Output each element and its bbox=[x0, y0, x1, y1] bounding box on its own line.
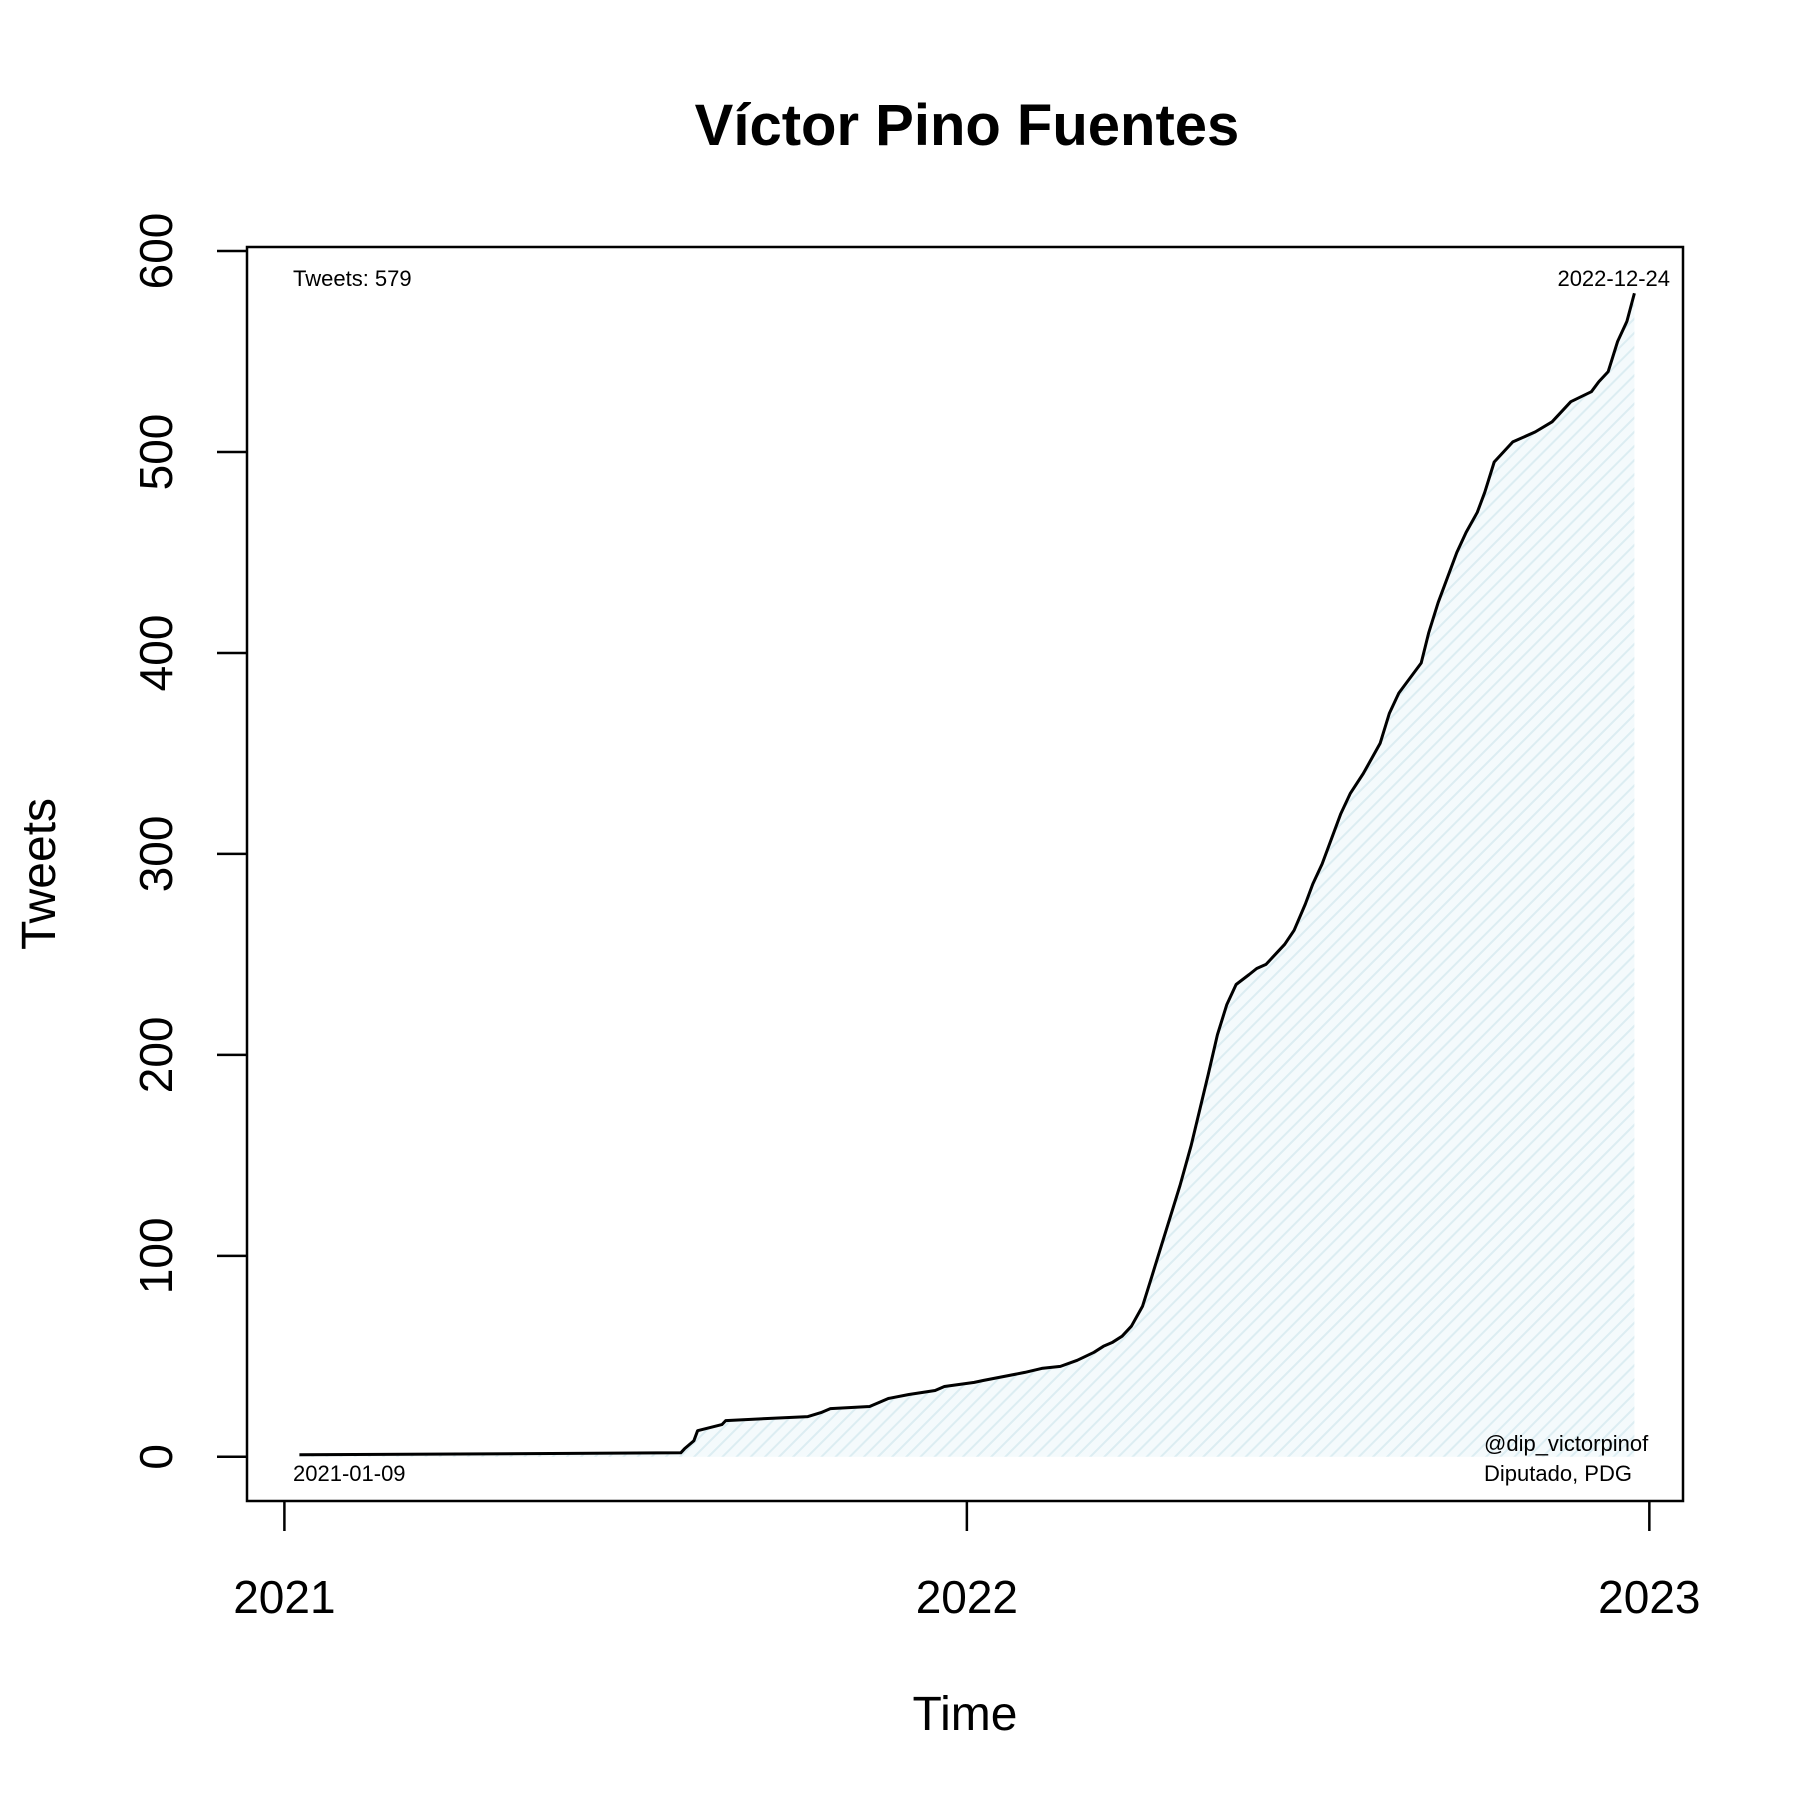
y-axis: 0 100 200 300 400 500 600 bbox=[130, 213, 247, 1470]
y-tick-label: 400 bbox=[130, 615, 182, 692]
plot-frame bbox=[245, 245, 1685, 1503]
series-line bbox=[299, 292, 1636, 1457]
y-tick-label: 200 bbox=[130, 1016, 182, 1093]
end-date-label: 2022-12-24 bbox=[1557, 266, 1670, 291]
y-tick-label: 100 bbox=[130, 1217, 182, 1294]
x-axis-title: Time bbox=[913, 1688, 1018, 1741]
y-tick-label: 0 bbox=[130, 1444, 182, 1470]
y-axis-title: Tweets bbox=[13, 798, 66, 950]
role-label: Diputado, PDG bbox=[1484, 1461, 1632, 1486]
y-tick-label: 500 bbox=[130, 414, 182, 491]
y-tick-label: 300 bbox=[130, 816, 182, 893]
tweet-count-label: Tweets: 579 bbox=[293, 266, 412, 291]
plot-area bbox=[299, 292, 1636, 1457]
x-tick-label: 2023 bbox=[1598, 1571, 1700, 1623]
y-tick-label: 600 bbox=[130, 213, 182, 290]
handle-label: @dip_victorpinof bbox=[1484, 1431, 1649, 1456]
x-axis: 2021 2022 2023 bbox=[233, 1501, 1701, 1623]
x-tick-label: 2022 bbox=[916, 1571, 1018, 1623]
series-area-fill bbox=[299, 293, 1635, 1457]
start-date-label: 2021-01-09 bbox=[293, 1461, 406, 1486]
x-tick-label: 2021 bbox=[233, 1571, 335, 1623]
chart-title: Víctor Pino Fuentes bbox=[695, 93, 1240, 158]
